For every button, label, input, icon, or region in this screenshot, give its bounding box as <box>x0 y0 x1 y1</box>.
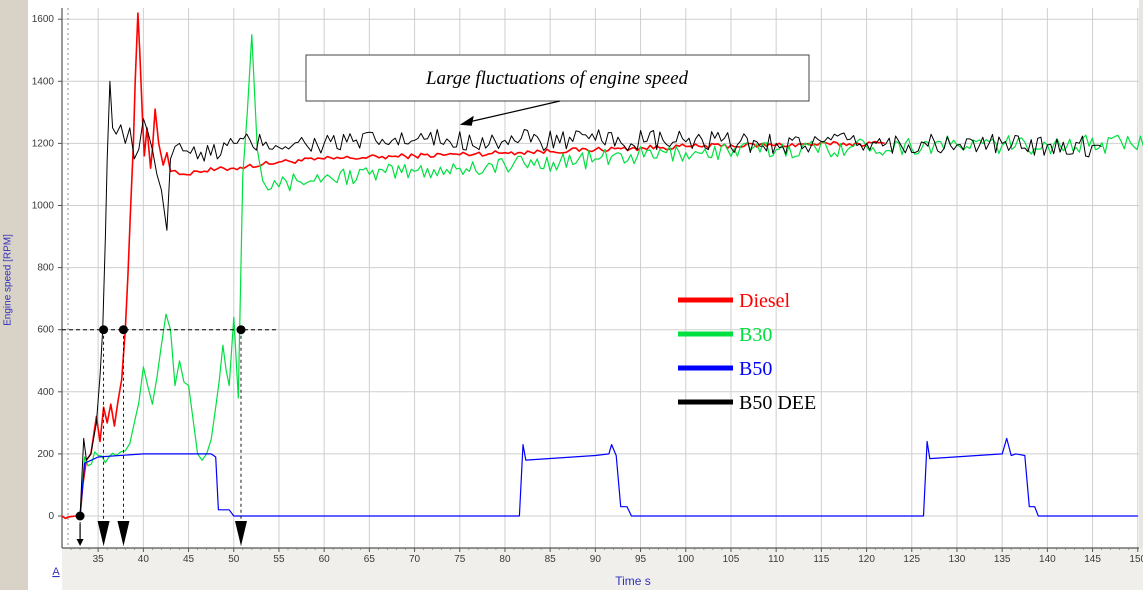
y-tick-label: 200 <box>37 449 54 460</box>
series-line-b50-dee <box>79 80 1102 517</box>
x-tick-label: 110 <box>768 554 784 565</box>
event-markers <box>62 325 279 546</box>
legend-label: B50 <box>739 358 772 380</box>
event-arrow <box>76 539 84 546</box>
x-axis-label: Time s <box>615 574 651 588</box>
y-tick-label: 1200 <box>32 138 55 149</box>
event-dot <box>236 325 246 335</box>
event-arrow <box>117 521 130 546</box>
y-axis-label: Engine speed [RPM] <box>2 234 14 326</box>
axes: 0 200 400 600 800 1000 1200 1400 1600 35 40 45 50 55 6… <box>32 8 1143 565</box>
legend-label: B30 <box>739 324 772 346</box>
y-tick-label: 800 <box>37 263 54 274</box>
x-tick-label: 95 <box>635 554 647 565</box>
x-tick-label: 115 <box>813 554 829 565</box>
x-tick-label: 60 <box>319 554 331 565</box>
annotation-group: Large fluctuations of engine speed <box>305 54 810 126</box>
right-border-strip <box>1139 0 1143 590</box>
x-tick-label: 105 <box>723 554 740 565</box>
series-line-b30 <box>79 34 1143 517</box>
corner-label: A <box>52 566 60 578</box>
x-tick-label: 55 <box>273 554 285 565</box>
y-axis-label-box: Engine speed [RPM] <box>1 120 15 440</box>
legend-label: B50 DEE <box>739 392 816 414</box>
x-tick-label: 125 <box>903 554 920 565</box>
y-tick-label: 1400 <box>32 76 55 87</box>
x-tick-label: 150 <box>1129 554 1143 565</box>
x-tick-label: 75 <box>454 554 466 565</box>
event-arrow <box>97 521 110 546</box>
event-dot <box>118 325 128 335</box>
event-dot <box>75 511 85 521</box>
x-tick-label: 40 <box>138 554 150 565</box>
x-tick-label: 145 <box>1084 554 1101 565</box>
x-tick-label: 120 <box>858 554 875 565</box>
x-tick-label: 35 <box>93 554 105 565</box>
bottom-axis-strip <box>62 548 1143 590</box>
x-tick-label: 50 <box>228 554 240 565</box>
annotation-box <box>305 54 810 102</box>
x-tick-label: 85 <box>545 554 557 565</box>
legend-label: Diesel <box>739 290 791 312</box>
x-tick-label: 100 <box>677 554 694 565</box>
series-lines <box>61 12 1143 520</box>
x-tick-label: 45 <box>183 554 195 565</box>
y-tick-label: 0 <box>48 511 54 522</box>
legend: Diesel B30 B50 B50 DEE <box>678 290 816 414</box>
event-arrow <box>234 521 247 546</box>
y-tick-label: 600 <box>37 325 54 336</box>
event-dot <box>99 325 109 335</box>
annotation-arrow-head <box>459 115 474 126</box>
annotation-text: Large fluctuations of engine speed <box>425 68 689 89</box>
left-panel-strip <box>0 0 28 590</box>
y-tick-label: 1600 <box>32 14 55 25</box>
x-tick-label: 135 <box>994 554 1011 565</box>
y-tick-label: 400 <box>37 387 54 398</box>
x-tick-label: 65 <box>364 554 376 565</box>
x-tick-label: 130 <box>949 554 966 565</box>
annotation-arrow-line <box>469 100 561 123</box>
y-tick-label: 1000 <box>32 201 55 212</box>
series-line-diesel <box>61 12 885 520</box>
x-tick-label: 80 <box>499 554 511 565</box>
x-tick-label: 70 <box>409 554 421 565</box>
x-tick-label: 140 <box>1039 554 1056 565</box>
x-tick-label: 90 <box>590 554 602 565</box>
series-line-b50 <box>79 437 1138 517</box>
